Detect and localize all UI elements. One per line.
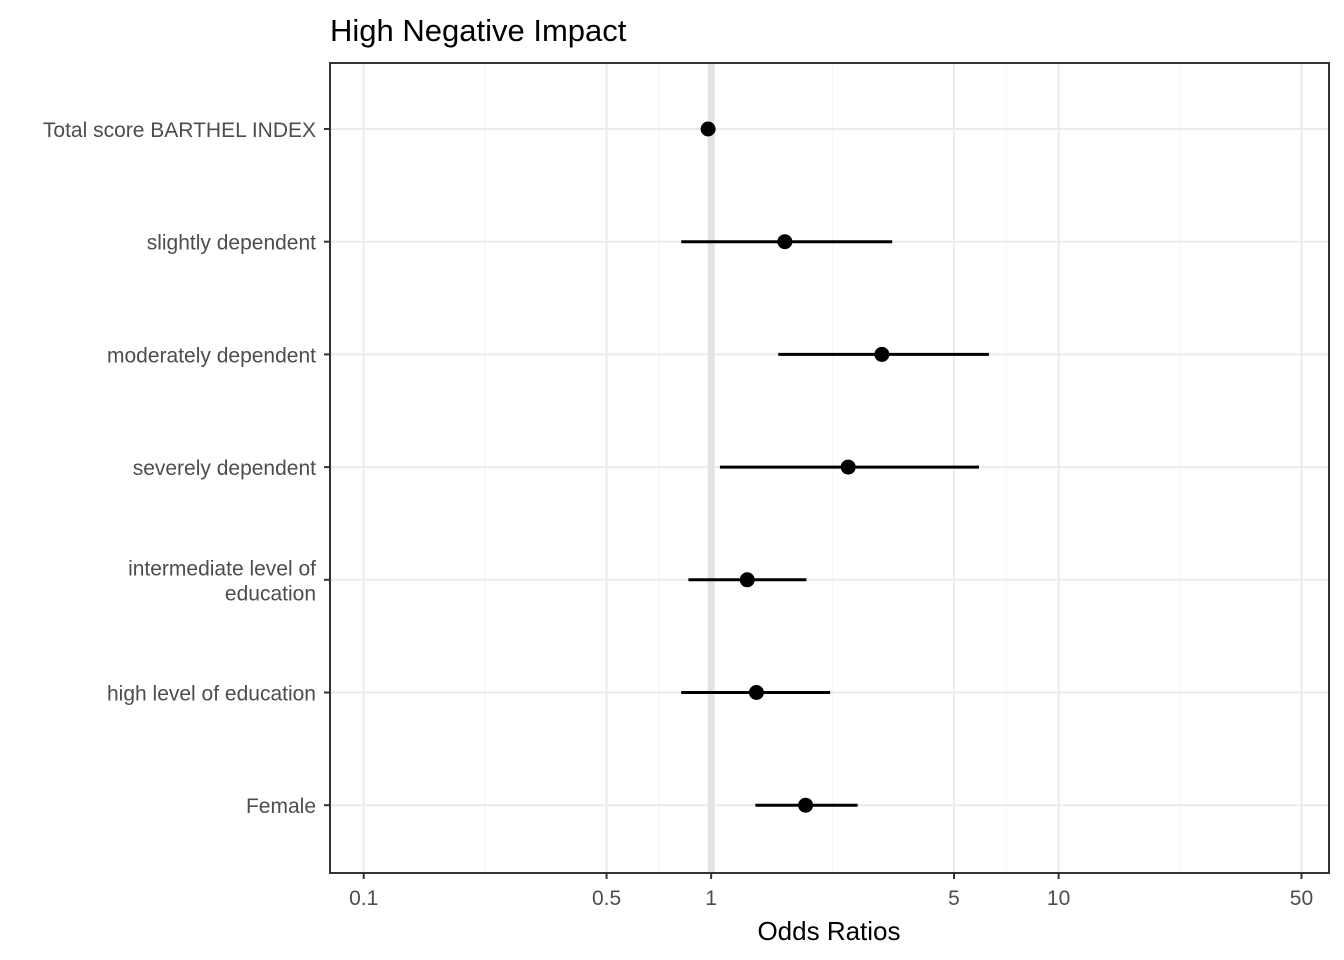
chart-title: High Negative Impact: [330, 13, 627, 48]
y-term-label: slightly dependent: [147, 232, 316, 255]
x-tick-label: 50: [1290, 887, 1313, 910]
estimate-point: [748, 685, 764, 700]
y-term-label: moderately dependent: [107, 344, 316, 367]
x-tick-label: 0.5: [592, 887, 621, 910]
estimate-point: [874, 346, 890, 362]
y-term-label: Female: [246, 795, 316, 818]
y-term-label: intermediate level of: [128, 557, 316, 580]
estimate-point: [777, 234, 793, 250]
x-tick-label: 5: [948, 887, 960, 910]
estimate-point: [700, 121, 716, 137]
y-term-label: education: [225, 582, 316, 605]
x-tick-label: 0.1: [349, 887, 378, 910]
estimate-point: [798, 797, 814, 813]
y-term-label: high level of education: [107, 683, 316, 706]
x-tick-label: 1: [705, 887, 717, 910]
x-axis-title: Odds Ratios: [757, 916, 900, 946]
y-term-label: Total score BARTHEL INDEX: [43, 119, 316, 142]
y-term-label: severely dependent: [133, 457, 316, 480]
x-tick-label: 10: [1047, 887, 1070, 910]
estimate-point: [739, 572, 755, 588]
plot-panel: [329, 62, 1330, 874]
estimate-point: [840, 459, 856, 475]
